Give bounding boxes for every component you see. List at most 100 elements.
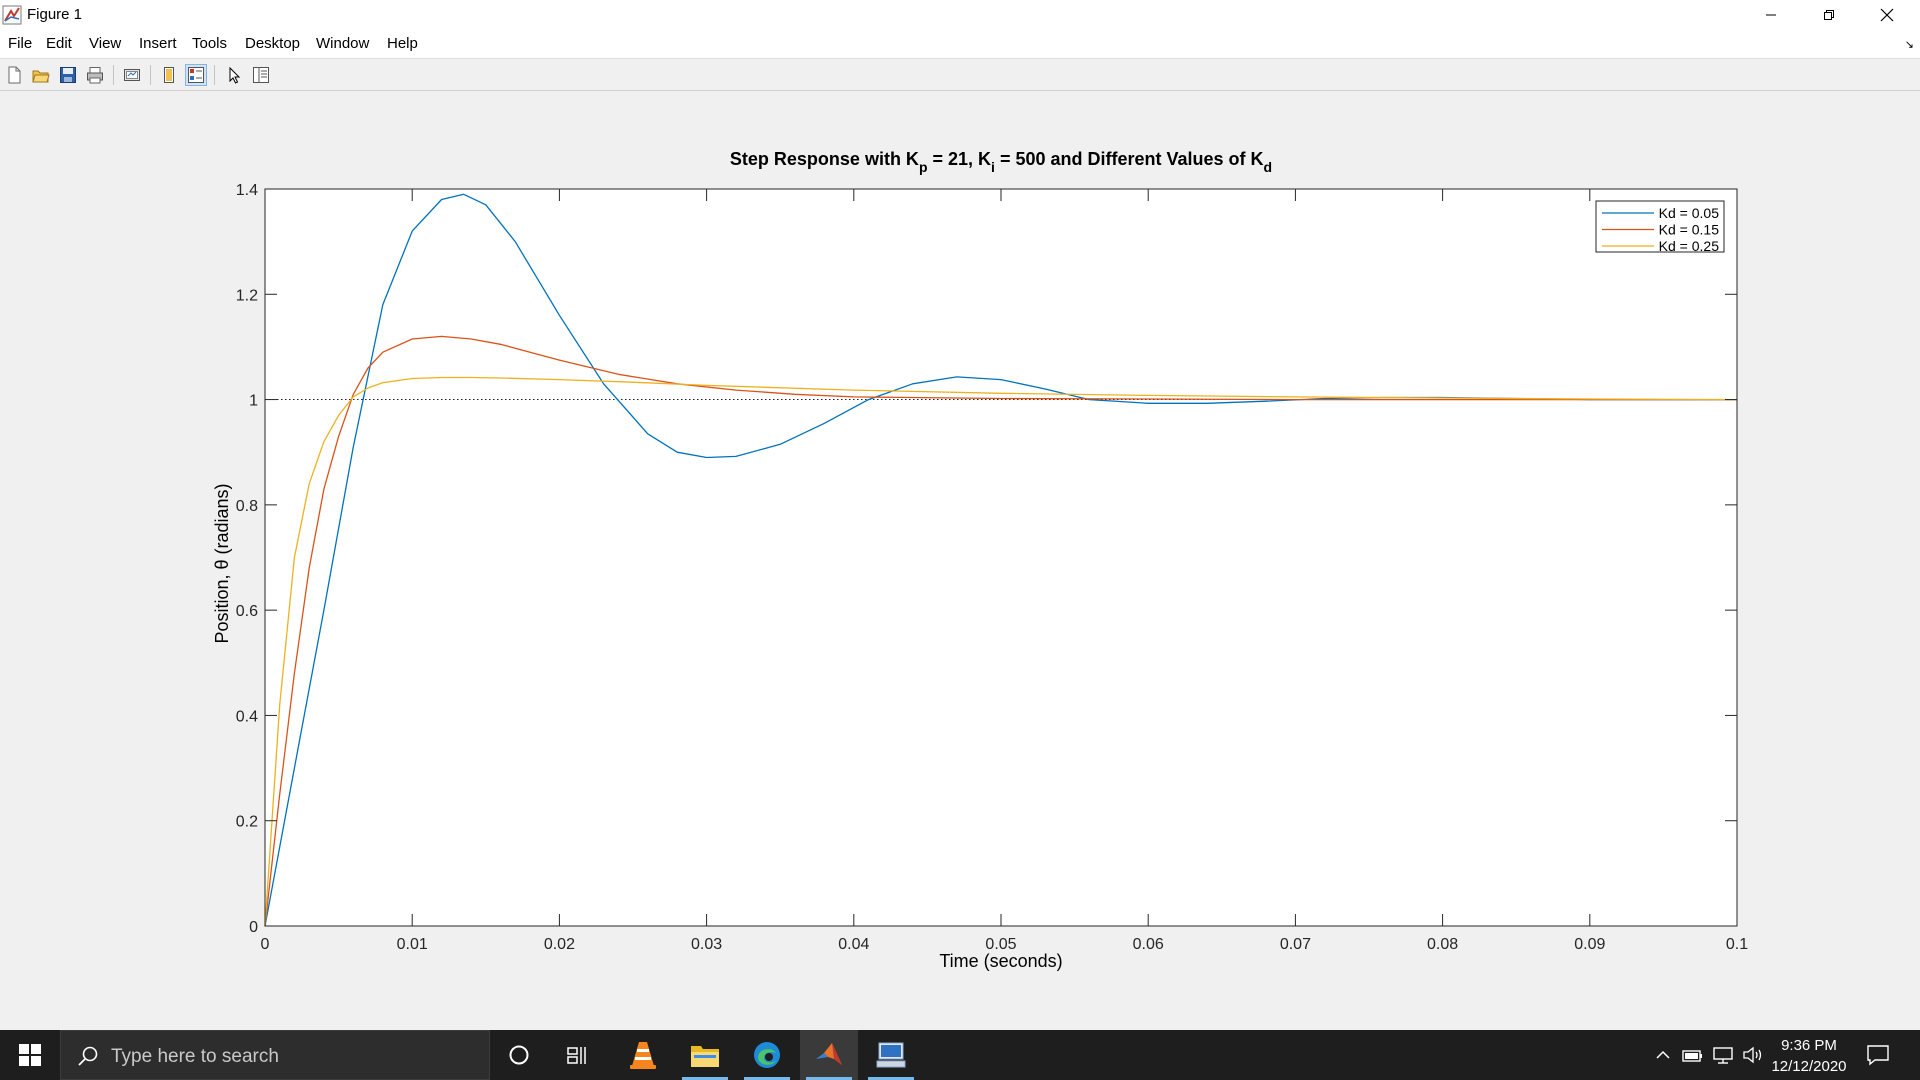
show-hidden-icons-icon[interactable] bbox=[1654, 1045, 1672, 1065]
link-plot-button[interactable] bbox=[121, 64, 143, 86]
cortana-icon bbox=[509, 1045, 529, 1065]
menu-bar: File Edit View Insert Tools Desktop Wind… bbox=[0, 30, 1920, 58]
start-button[interactable] bbox=[0, 1030, 60, 1080]
title-subscript: i bbox=[991, 159, 995, 175]
taskbar-search-box[interactable]: Type here to search bbox=[60, 1030, 490, 1080]
matlab-taskbar-button[interactable] bbox=[800, 1030, 858, 1080]
edit-plot-button[interactable] bbox=[223, 64, 245, 86]
clock-time: 9:36 PM bbox=[1781, 1037, 1837, 1054]
menu-help[interactable]: Help bbox=[387, 35, 418, 52]
x-tick-label: 0.08 bbox=[1427, 936, 1458, 953]
running-indicator bbox=[868, 1077, 914, 1080]
figure-canvas: 0 0.01 0.02 0.03 0.04 0.05 0.06 0.07 0.08 0.09 0.1… bbox=[0, 92, 1920, 1030]
title-text: = 21, K bbox=[928, 149, 992, 169]
title-text: Step Response with K bbox=[730, 149, 919, 169]
running-indicator bbox=[682, 1077, 728, 1080]
x-axis-label: Time (seconds) bbox=[939, 951, 1062, 971]
show-plot-tools-icon bbox=[188, 67, 204, 83]
taskbar-clock[interactable]: 9:36 PM 12/12/2020 bbox=[1764, 1035, 1854, 1077]
title-bar: Figure 1 bbox=[0, 0, 1920, 30]
hide-plot-tools-button[interactable] bbox=[158, 64, 180, 86]
y-tick-label: 0.2 bbox=[236, 814, 258, 831]
figure-toolbar bbox=[0, 58, 1920, 91]
y-axis-label: Position, θ (radians) bbox=[212, 483, 232, 643]
edge-icon bbox=[754, 1042, 780, 1068]
battery-icon[interactable] bbox=[1682, 1045, 1704, 1065]
minimize-icon bbox=[1766, 14, 1776, 16]
notifications-icon[interactable] bbox=[1866, 1043, 1890, 1067]
y-tick-label: 0.6 bbox=[236, 603, 258, 620]
x-tick-label: 0.04 bbox=[838, 936, 869, 953]
series-line-3 bbox=[264, 376, 1738, 927]
show-plot-tools-button[interactable] bbox=[185, 64, 207, 86]
y-tick-label: 0.8 bbox=[236, 498, 258, 515]
chart-title: Step Response with Kp = 21, Ki = 500 and… bbox=[730, 149, 1272, 175]
restore-icon bbox=[1824, 10, 1834, 20]
toolbar-separator bbox=[113, 65, 114, 85]
menu-edit[interactable]: Edit bbox=[46, 35, 72, 52]
edge-taskbar-button[interactable] bbox=[738, 1030, 796, 1080]
task-view-icon bbox=[567, 1047, 586, 1064]
running-indicator bbox=[806, 1077, 852, 1080]
edit-plot-arrow-icon bbox=[229, 66, 241, 84]
legend-entry-1: Kd = 0.05 bbox=[1659, 205, 1720, 221]
menu-insert[interactable]: Insert bbox=[139, 35, 177, 52]
open-file-button[interactable] bbox=[30, 64, 52, 86]
new-figure-button[interactable] bbox=[3, 64, 25, 86]
y-tick-label: 1.4 bbox=[236, 182, 258, 199]
dock-arrow-icon[interactable]: ↘ bbox=[1904, 39, 1914, 51]
x-tick-label: 0.06 bbox=[1133, 936, 1164, 953]
figure-window: Figure 1 File Edit View Insert Tools Des… bbox=[0, 0, 1920, 1030]
menu-window[interactable]: Window bbox=[316, 35, 370, 52]
close-icon bbox=[1880, 8, 1894, 22]
matlab-icon bbox=[816, 1043, 842, 1065]
minimize-button[interactable] bbox=[1742, 0, 1800, 30]
x-tick-label: 0.01 bbox=[397, 936, 428, 953]
vlc-icon bbox=[630, 1042, 656, 1069]
legend-entry-2: Kd = 0.15 bbox=[1659, 222, 1720, 238]
window-title: Figure 1 bbox=[27, 6, 83, 23]
x-tick-label: 0.07 bbox=[1280, 936, 1311, 953]
maximize-button[interactable] bbox=[1800, 0, 1858, 30]
cortana-button[interactable] bbox=[490, 1030, 548, 1080]
legend-box bbox=[1595, 200, 1725, 253]
x-tick-label: 0.05 bbox=[985, 936, 1016, 953]
x-tick-label: 0.03 bbox=[691, 936, 722, 953]
y-tick-label: 1.2 bbox=[236, 287, 258, 304]
save-figure-icon bbox=[60, 67, 76, 83]
y-tick-label: 0.4 bbox=[236, 708, 258, 725]
running-indicator bbox=[744, 1077, 790, 1080]
save-figure-button[interactable] bbox=[57, 64, 79, 86]
print-figure-button[interactable] bbox=[84, 64, 106, 86]
series-line-2 bbox=[264, 335, 1737, 927]
title-subscript: p bbox=[919, 159, 928, 175]
windows-taskbar: Type here to search 9:36 PM 12/12/2020 bbox=[0, 1030, 1920, 1080]
axes-background bbox=[265, 189, 1737, 926]
windows-logo-icon bbox=[19, 1044, 41, 1066]
link-plot-icon bbox=[124, 69, 140, 81]
matlab-figure-icon bbox=[2, 5, 22, 25]
new-figure-icon bbox=[8, 66, 21, 84]
search-icon bbox=[78, 1046, 98, 1066]
toolbar-separator bbox=[214, 65, 215, 85]
property-inspector-button[interactable] bbox=[250, 64, 272, 86]
x-tick-label: 0 bbox=[261, 936, 270, 953]
hide-plot-tools-icon bbox=[164, 67, 174, 83]
close-button[interactable] bbox=[1858, 0, 1916, 30]
task-view-button[interactable] bbox=[550, 1030, 608, 1080]
clock-date: 12/12/2020 bbox=[1771, 1058, 1847, 1075]
menu-file[interactable]: File bbox=[8, 35, 33, 52]
vlc-taskbar-button[interactable] bbox=[614, 1030, 672, 1080]
menu-tools[interactable]: Tools bbox=[192, 35, 228, 52]
open-file-icon bbox=[32, 70, 50, 83]
menu-view[interactable]: View bbox=[89, 35, 122, 52]
volume-icon[interactable] bbox=[1742, 1045, 1764, 1065]
print-figure-icon bbox=[87, 67, 103, 84]
menu-desktop[interactable]: Desktop bbox=[245, 35, 301, 52]
plot-area[interactable]: 0 0.01 0.02 0.03 0.04 0.05 0.06 0.07 0.08 0.09 0.1… bbox=[0, 92, 1920, 1030]
property-inspector-icon bbox=[253, 67, 269, 83]
file-explorer-button[interactable] bbox=[676, 1030, 734, 1080]
network-icon[interactable] bbox=[1712, 1045, 1734, 1065]
remote-desktop-button[interactable] bbox=[862, 1030, 920, 1080]
series-line-1 bbox=[264, 193, 1737, 927]
